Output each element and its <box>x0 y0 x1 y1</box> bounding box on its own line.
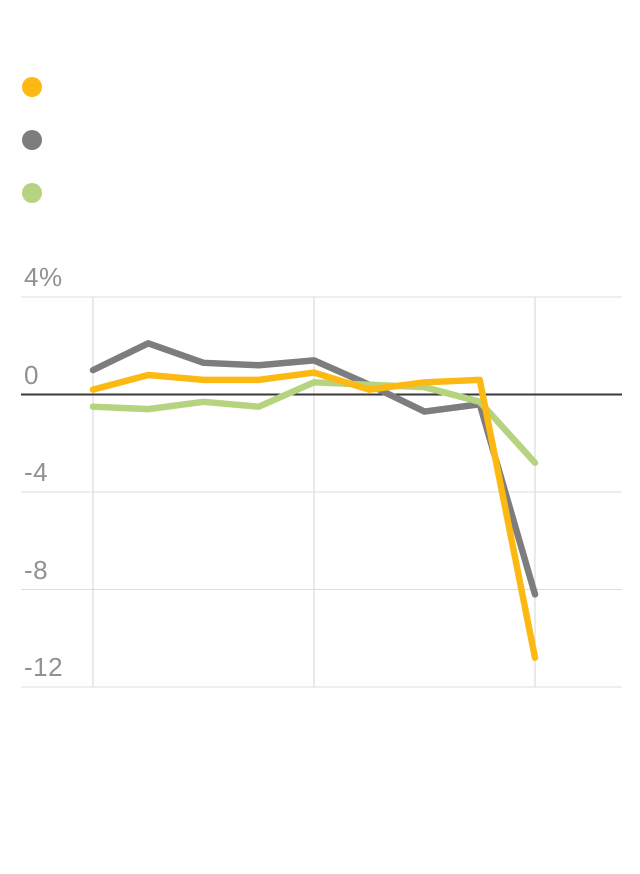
legend-item-series-yellow <box>22 77 54 97</box>
series-green-dot-icon <box>22 183 42 203</box>
series-line-green <box>89 379 539 466</box>
series-gray-dot-icon <box>22 130 42 150</box>
y-axis-tick-label: 4% <box>24 262 63 292</box>
y-axis-tick-label: -4 <box>24 457 49 487</box>
y-axis-tick-label: 0 <box>24 359 39 390</box>
legend-item-series-gray <box>22 130 54 150</box>
series-line-gray <box>89 340 539 598</box>
series-line-yellow <box>89 369 539 661</box>
chart-legend <box>22 77 54 236</box>
y-axis-tick-label: -12 <box>24 652 64 682</box>
legend-item-series-green <box>22 183 54 203</box>
series-yellow-dot-icon <box>22 77 42 97</box>
y-axis-tick-label: -8 <box>24 554 49 585</box>
